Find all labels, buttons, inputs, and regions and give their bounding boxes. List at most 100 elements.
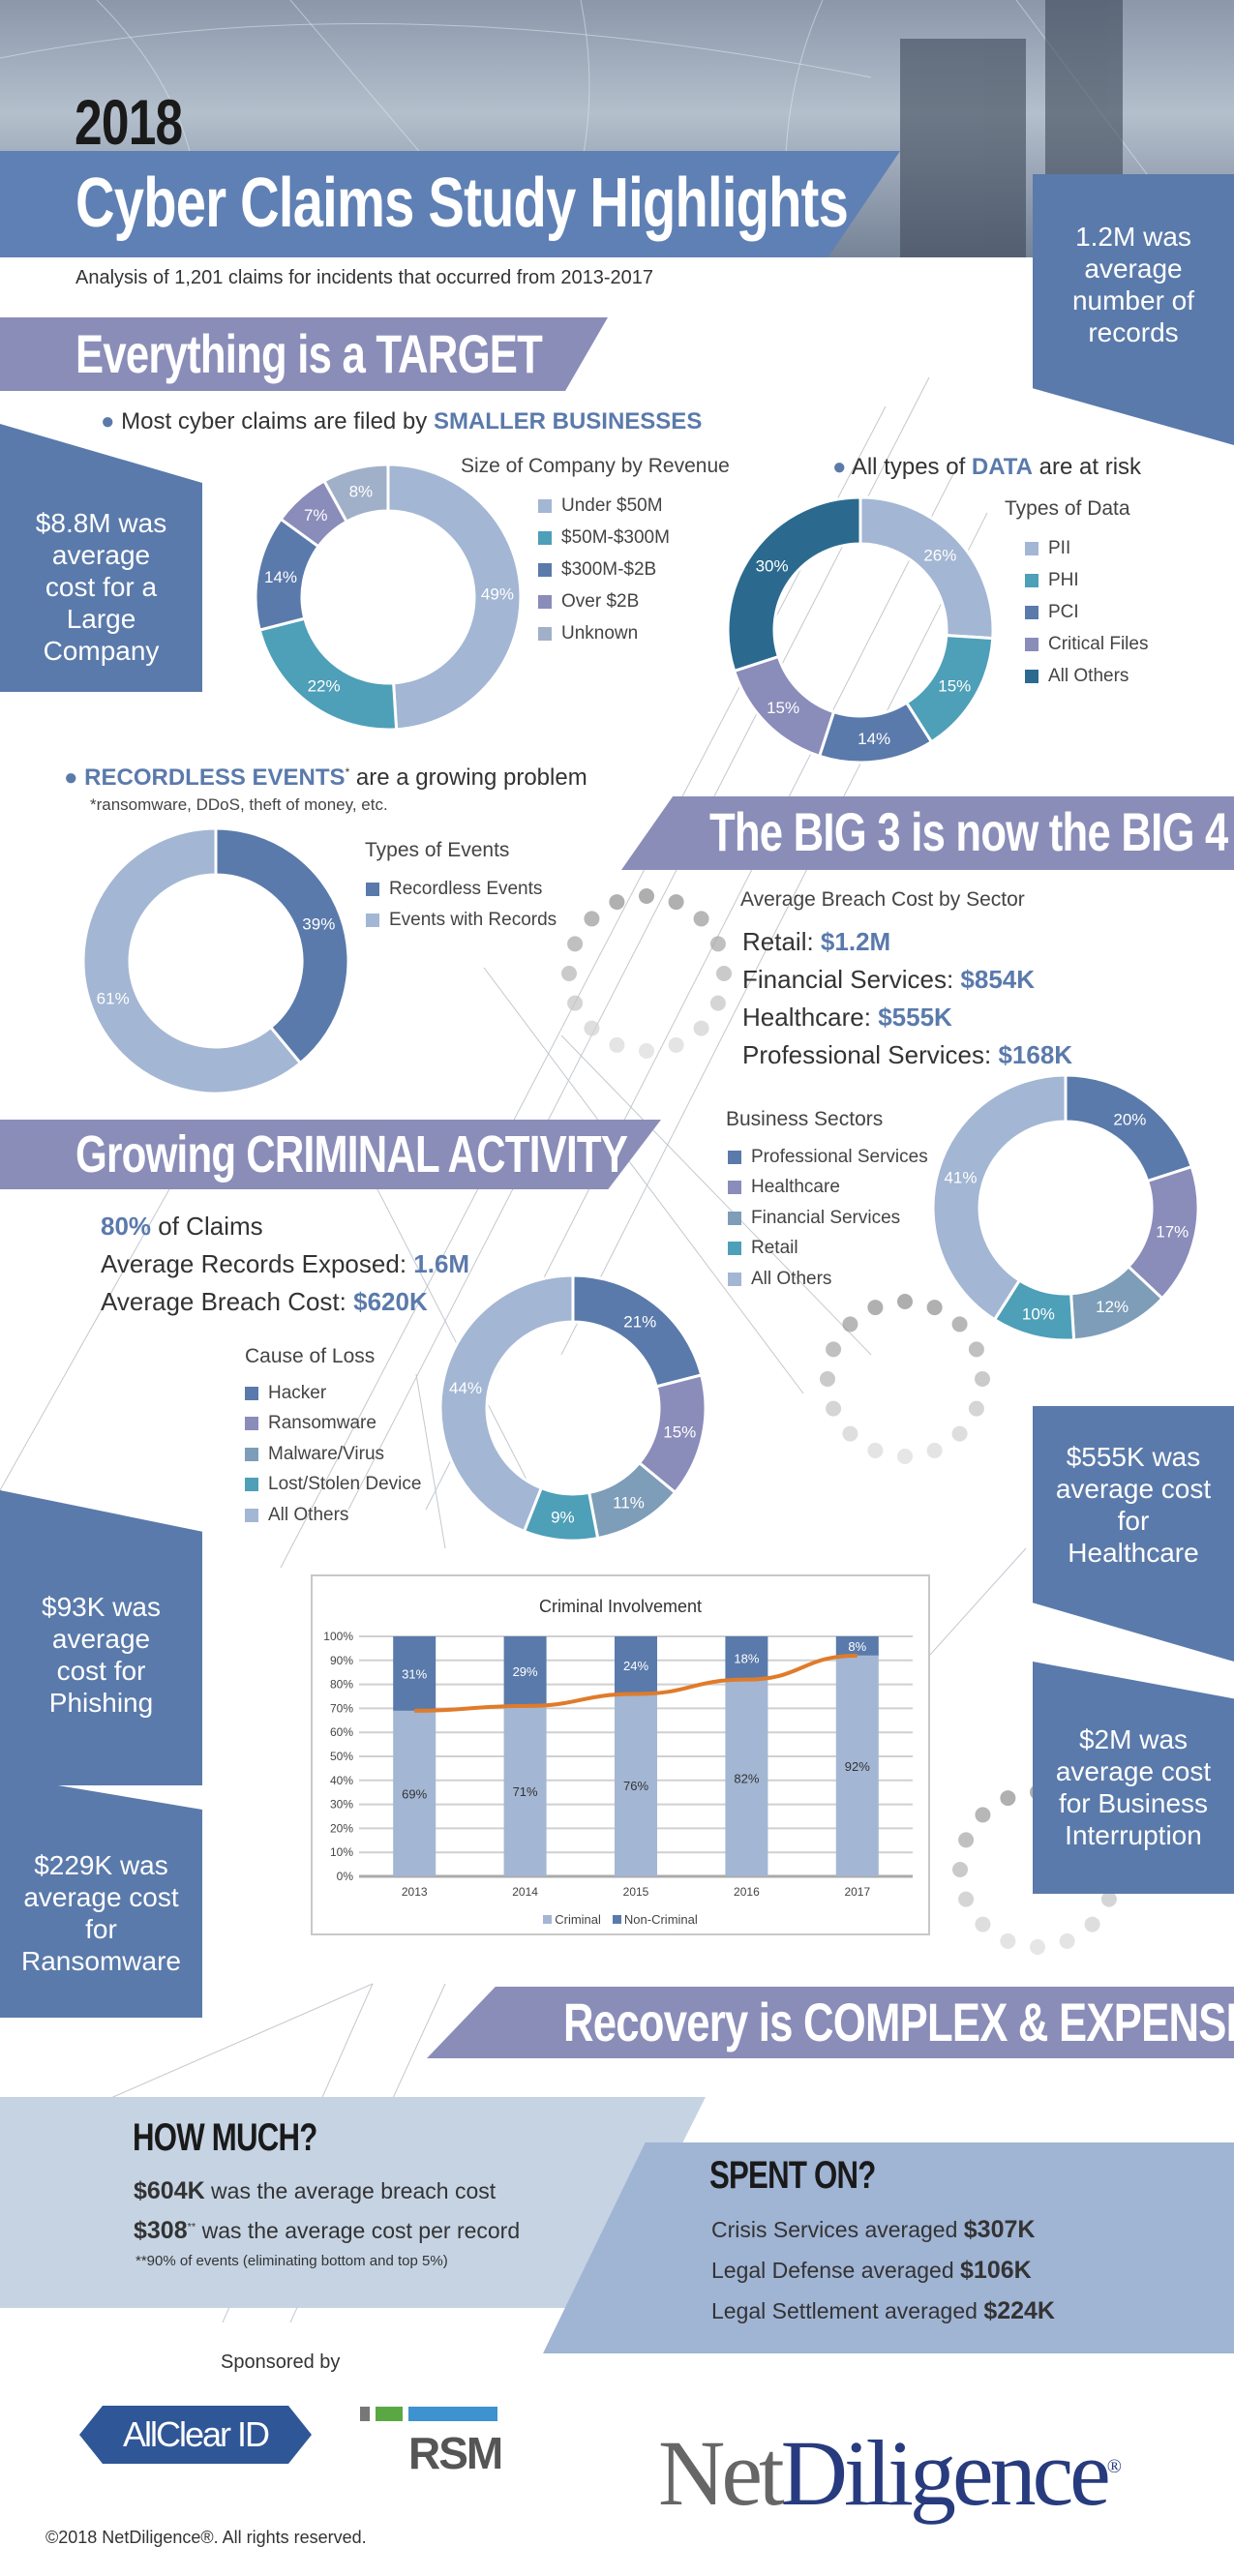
donut-data-label: 14%	[858, 730, 890, 748]
donut-data-label: 9%	[551, 1508, 575, 1526]
stat-label: of Claims	[151, 1212, 263, 1241]
legend-label: Over $2B	[561, 590, 640, 612]
legend-label: All Others	[1048, 665, 1129, 686]
copyright: ©2018 NetDiligence®. All rights reserved…	[45, 2528, 367, 2547]
donut-data-label: 44%	[449, 1379, 482, 1397]
bullet-text: are at risk	[1033, 454, 1142, 480]
stat-value: 80%	[101, 1212, 152, 1241]
donut-segment-under-50m	[386, 463, 523, 732]
donut-data-label: 22%	[308, 676, 341, 695]
criminal-heading: Growing CRIMINAL ACTIVITY	[75, 1125, 628, 1183]
logo-net: Net	[658, 2421, 785, 2525]
decorative-dot	[842, 1425, 858, 1442]
sponsored-by-label: Sponsored by	[221, 2351, 341, 2373]
decorative-dot	[867, 1300, 884, 1316]
legend-label: PCI	[1048, 601, 1079, 622]
donut-data-label: 49%	[481, 584, 514, 603]
bar-criminal-2015	[615, 1693, 657, 1876]
legend-item: Professional Services	[728, 1142, 928, 1173]
legend-item-criminal: Criminal	[543, 1912, 601, 1927]
donut-segment-all-others	[726, 495, 862, 674]
decorative-dot	[820, 1371, 835, 1387]
bar-non-criminal-2017	[835, 1636, 879, 1656]
bar-non-criminal-2015	[615, 1636, 657, 1694]
stat-value: $604K	[134, 2177, 205, 2204]
decorative-dot	[561, 966, 577, 981]
legend-swatch	[612, 1915, 621, 1924]
events-donut-chart: 39% 61%	[81, 826, 350, 1095]
decorative-dot	[926, 1300, 943, 1316]
legend-item: Healthcare	[728, 1173, 928, 1204]
target-heading: Everything is a TARGET	[75, 323, 543, 384]
stat-label: was the average cost per record	[196, 2218, 521, 2243]
sectors-legend-title: Business Sectors	[726, 1108, 884, 1130]
rsm-logo: RSM	[408, 2428, 503, 2478]
sector-label: Financial Services:	[742, 965, 961, 994]
legend-swatch	[728, 1211, 741, 1225]
data-legend: PII PHI PCI Critical Files All Others	[1025, 532, 1148, 692]
decorative-dot	[693, 911, 709, 927]
sector-label: Retail:	[742, 927, 821, 956]
legend-item: Lost/Stolen Device	[245, 1470, 421, 1501]
criminal-chart-legend: Criminal Non-Criminal	[311, 1912, 930, 1927]
stat-value: $620K	[353, 1287, 428, 1316]
bar-data-label: 71%	[513, 1784, 538, 1799]
criminal-trend-line	[414, 1653, 858, 1713]
legend-label: Non-Criminal	[623, 1912, 698, 1927]
donut-segment-all-others	[931, 1073, 1068, 1322]
decorative-dot	[975, 1807, 991, 1823]
donut-data-label: 21%	[623, 1313, 656, 1332]
big4-heading: The BIG 3 is now the BIG 4	[709, 801, 1228, 862]
callout-text: 1.2M was average number of records	[1071, 222, 1195, 347]
breach-cost-stat: Average Breach Cost: $620K	[101, 1287, 469, 1325]
legend-label: Lost/Stolen Device	[268, 1474, 422, 1495]
spent-on-panel	[543, 2142, 1234, 2353]
bar-data-label: 92%	[845, 1759, 870, 1774]
legend-swatch	[1025, 541, 1038, 555]
bar-data-label: 69%	[402, 1786, 427, 1801]
decorative-dot	[609, 894, 625, 911]
donut-segment--50m-300m	[257, 616, 399, 732]
claims-stat: 80% of Claims	[101, 1212, 469, 1249]
legend-item: $50M-$300M	[538, 522, 670, 554]
stat-label: was the average breach cost	[204, 2178, 497, 2203]
decorative-dot	[968, 1341, 984, 1358]
donut-data-label: 14%	[264, 568, 297, 586]
legend-label: Ransomware	[268, 1413, 376, 1434]
revenue-donut-chart: 49% 22% 14% 7% 8%	[254, 463, 523, 732]
legend-swatch	[245, 1447, 258, 1461]
legend-swatch	[366, 883, 379, 896]
legend-label: Critical Files	[1048, 633, 1149, 654]
y-tick-label: 50%	[330, 1750, 353, 1763]
sector-cost-professional: Professional Services: $168K	[742, 1040, 1072, 1078]
decorative-dot	[1084, 1916, 1100, 1932]
spent-crisis-services: Crisis Services averaged $307K	[711, 2216, 1055, 2257]
criminal-banner	[0, 1120, 661, 1189]
stat-value: $308	[134, 2217, 188, 2244]
sector-value: $555K	[878, 1003, 952, 1032]
decorative-dot	[951, 1425, 968, 1442]
sector-cost-financial: Financial Services: $854K	[742, 965, 1072, 1003]
callout-text: $229K was average cost for Ransomware	[21, 1850, 181, 1976]
dotted-circle-decoration	[561, 888, 732, 1059]
bullet-highlight: RECORDLESS EVENTS	[84, 764, 346, 791]
donut-data-label: 10%	[1022, 1304, 1055, 1323]
legend-item: Unknown	[538, 617, 670, 649]
logo-registered: ®	[1106, 2456, 1122, 2477]
decorative-dot	[975, 1371, 990, 1387]
legend-label: Events with Records	[389, 910, 557, 930]
legend-swatch	[538, 498, 552, 513]
decorative-dot	[968, 1400, 984, 1417]
donut-data-label: 41%	[944, 1168, 977, 1186]
legend-item: Recordless Events	[366, 874, 557, 905]
bar-non-criminal-2016	[725, 1636, 768, 1680]
decorative-dot	[567, 936, 584, 952]
legend-label: Malware/Virus	[268, 1443, 385, 1464]
target-banner	[0, 317, 608, 391]
criminal-chart-title: Criminal Involvement	[538, 1597, 703, 1616]
cost-per-record-footnote: **90% of events (eliminating bottom and …	[135, 2253, 448, 2269]
logo-diligence: Diligence	[780, 2421, 1111, 2525]
spent-on-list: Crisis Services averaged $307K Legal Def…	[711, 2216, 1055, 2338]
legend-swatch	[245, 1478, 258, 1492]
bar-non-criminal-2013	[393, 1636, 436, 1711]
